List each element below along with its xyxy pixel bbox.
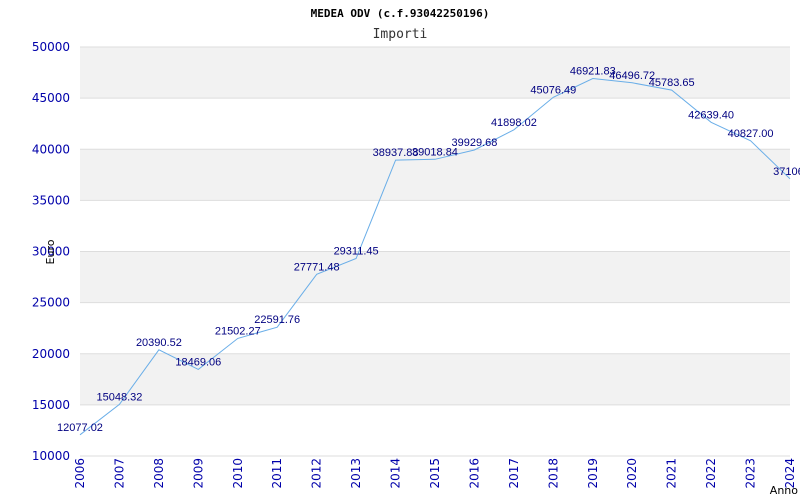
x-tick-label: 2023 [744,458,758,489]
plot-band [80,404,790,456]
x-tick-label: 2022 [704,458,718,489]
data-label: 38937.88 [373,147,419,159]
x-tick-label: 2013 [349,458,363,489]
data-label: 45076.49 [530,84,576,96]
y-tick-label: 30000 [32,245,70,259]
gridlines [80,46,790,457]
chart-subtitle: Importi [373,27,428,42]
y-tick-label: 40000 [32,142,70,156]
data-label: 21502.27 [215,325,261,337]
x-tick-label: 2021 [665,458,679,489]
data-label: 18469.06 [175,356,221,368]
data-label: 29311.45 [334,246,379,258]
y-tick-label: 10000 [32,449,70,463]
data-label: 42639.40 [688,109,734,121]
y-axis-ticks: 10000 15000 20000 25000 30000 35000 40000 45000… [32,40,70,463]
x-tick-label: 2017 [507,458,521,489]
data-label: 12077.02 [57,422,103,434]
y-tick-label: 25000 [32,296,70,310]
x-tick-label: 2011 [270,458,284,489]
x-tick-label: 2019 [586,458,600,489]
x-tick-label: 2009 [191,458,205,489]
plot-band [80,302,790,354]
y-tick-label: 15000 [32,398,70,412]
data-label: 46496.72 [609,70,655,82]
chart-title: MEDEA ODV (c.f.93042250196) [311,7,490,20]
data-label: 40827.00 [728,128,774,140]
data-label: 37106. [773,166,800,178]
x-tick-label: 2006 [73,458,87,489]
data-label: 15048.32 [96,391,142,403]
y-tick-label: 20000 [32,347,70,361]
x-tick-label: 2015 [428,458,442,489]
data-label: 22591.76 [254,314,300,326]
plot-band [80,353,790,405]
data-label: 41898.02 [491,117,537,129]
plot-band [80,200,790,252]
series-line [79,77,791,436]
plot-band [80,149,790,201]
data-labels: 12077.02 15048.32 20390.52 18469.06 21502.27… [57,65,800,433]
data-label: 20390.52 [136,337,182,349]
data-label: 27771.48 [294,261,340,273]
x-tick-label: 2014 [389,458,403,489]
x-tick-label: 2018 [546,458,560,489]
plot-background-bands [80,47,790,456]
data-label: 39929.68 [451,137,497,149]
y-tick-label: 35000 [32,193,70,207]
x-tick-label: 2012 [310,458,324,489]
plot-band [80,251,790,303]
data-label: 46921.83 [570,65,616,77]
data-label: 45783.65 [649,77,695,89]
y-tick-label: 50000 [32,40,70,54]
x-tick-label: 2016 [467,458,481,489]
plot-band [80,98,790,150]
y-tick-label: 45000 [32,91,70,105]
x-tick-label: 2024 [783,458,797,489]
data-label: 39018.84 [412,146,458,158]
x-tick-label: 2010 [231,458,245,489]
x-axis-title: Anno [770,484,798,497]
x-tick-label: 2008 [152,458,166,489]
x-axis-ticks: 2006 2007 2008 2009 2010 2011 2012 2013 2014 2015… [73,458,797,489]
y-axis-title: Euro [44,239,57,264]
x-tick-label: 2007 [112,458,126,489]
x-tick-label: 2020 [625,458,639,489]
plot-band [80,47,790,99]
